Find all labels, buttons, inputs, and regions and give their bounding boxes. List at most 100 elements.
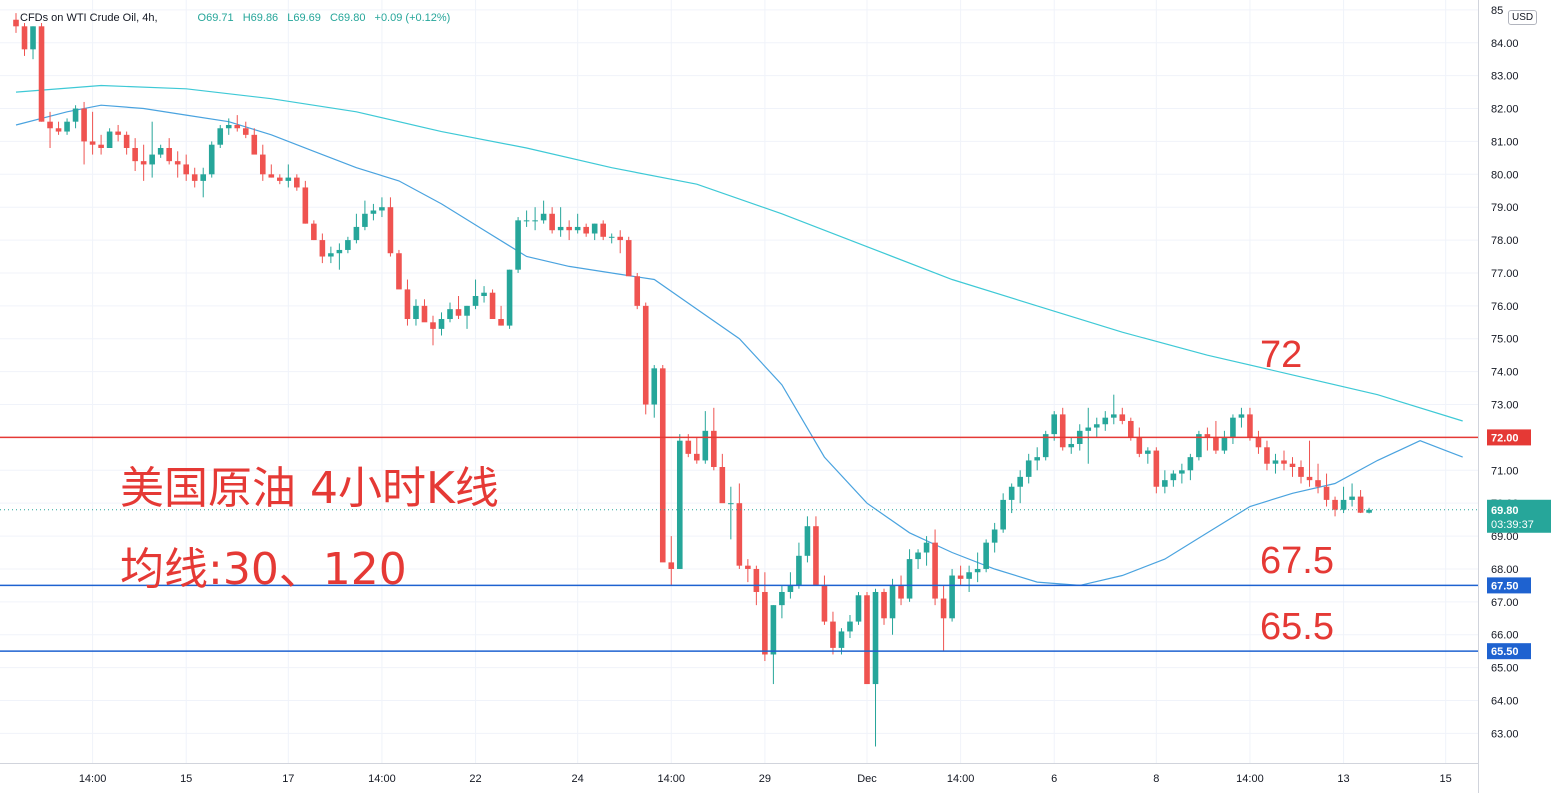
candle — [923, 536, 930, 566]
candle — [413, 299, 419, 326]
candle — [1298, 460, 1304, 484]
legend-open: O69.71 — [197, 12, 234, 24]
candle — [1017, 470, 1023, 504]
candle-body — [277, 177, 283, 181]
candle — [676, 434, 683, 569]
candle-body — [1136, 437, 1143, 454]
candle-body — [753, 568, 760, 592]
candle — [813, 516, 819, 586]
chart-plot-area[interactable]: CFDs on WTI Crude Oil, 4h, O69.71 H69.86 … — [0, 0, 1478, 763]
candle-body — [1332, 499, 1338, 510]
level-price-tag — [1487, 577, 1531, 594]
candle — [728, 486, 734, 540]
candle — [268, 164, 275, 178]
candle — [183, 154, 189, 181]
candle — [225, 118, 232, 135]
candle-body — [1238, 414, 1245, 418]
price-tick-label: 67.00 — [1491, 597, 1519, 609]
candlestick-chart[interactable] — [0, 0, 1478, 763]
candle-body — [1340, 499, 1347, 510]
candle-body — [225, 124, 232, 129]
candle — [336, 243, 343, 270]
candle-body — [591, 223, 598, 234]
candle — [472, 279, 479, 310]
candle-body — [1042, 434, 1049, 458]
candle — [864, 591, 870, 685]
candle — [1357, 490, 1364, 514]
candle-body — [1145, 450, 1151, 454]
candle — [1230, 414, 1236, 444]
candle — [30, 26, 36, 60]
candle — [1170, 470, 1177, 487]
candle — [1247, 407, 1253, 441]
candle — [55, 121, 62, 135]
candle — [1255, 430, 1262, 454]
candle-body — [745, 565, 751, 569]
candle — [455, 295, 462, 320]
candle-body — [651, 368, 658, 405]
candle-body — [370, 210, 377, 214]
candle-body — [345, 240, 351, 250]
candle — [404, 279, 411, 326]
candle-body — [1179, 470, 1185, 474]
candle — [106, 128, 113, 148]
currency-badge[interactable]: USD — [1508, 10, 1538, 25]
time-axis[interactable]: 14:00 15 17 14:00 22 24 14:00 29 Dec 14:00 6 8 14:00… — [0, 763, 1554, 794]
candle-body — [81, 108, 87, 142]
candle-body — [64, 121, 70, 132]
candle — [208, 141, 215, 178]
time-tick-label: 14:00 — [1236, 773, 1264, 785]
price-tick-label: 73.00 — [1491, 400, 1519, 412]
candle-body — [923, 542, 930, 553]
candle — [1102, 411, 1109, 431]
candle — [770, 605, 777, 685]
candle — [591, 223, 598, 241]
candle — [915, 549, 921, 569]
candle — [872, 588, 879, 747]
time-axis-labels: 14:00 15 17 14:00 22 24 14:00 29 Dec 14:00 6 8 14:00… — [79, 773, 1554, 785]
candle-body — [1247, 414, 1253, 438]
candle — [81, 101, 87, 165]
chart-legend[interactable]: CFDs on WTI Crude Oil, 4h, O69.71 H69.86 … — [20, 12, 450, 24]
candle — [1025, 453, 1032, 484]
legend-high: H69.86 — [242, 12, 279, 24]
candle-body — [634, 276, 641, 306]
candle-body — [1323, 486, 1330, 500]
candle — [796, 542, 802, 589]
candle-body — [140, 161, 147, 165]
candle-body — [1349, 496, 1355, 500]
candle — [1059, 407, 1066, 451]
candle — [889, 578, 896, 635]
candle-body — [1306, 476, 1313, 481]
candle-body — [932, 542, 938, 599]
candle — [991, 522, 998, 553]
price-axis[interactable]: 85 84.00 83.00 82.00 81.00 80.00 79.00 78.00 77.… — [1478, 0, 1559, 793]
candle — [277, 174, 283, 185]
candle — [1179, 463, 1185, 484]
candle-body — [174, 161, 181, 165]
candle-body — [1315, 480, 1321, 487]
candle — [574, 213, 581, 234]
candle — [38, 23, 45, 122]
candle — [47, 111, 53, 148]
candle-body — [447, 309, 453, 320]
candle — [166, 138, 172, 165]
candle-body — [191, 174, 198, 181]
candle — [489, 289, 496, 320]
candle — [659, 365, 666, 563]
candle — [719, 453, 726, 504]
candle-body — [830, 621, 836, 648]
candle — [387, 197, 394, 257]
time-tick-label: 14:00 — [79, 773, 107, 785]
level-65-5-annotation: 65.5 — [1260, 606, 1334, 648]
candle — [464, 305, 470, 329]
candle-body — [685, 440, 692, 454]
candle — [13, 13, 19, 33]
candle-body — [1357, 496, 1364, 513]
candle — [294, 174, 300, 191]
candle-body — [149, 154, 155, 165]
candle-body — [89, 141, 96, 145]
time-tick-label: 8 — [1153, 773, 1159, 785]
candle — [1366, 507, 1372, 514]
candle-body — [166, 147, 172, 162]
